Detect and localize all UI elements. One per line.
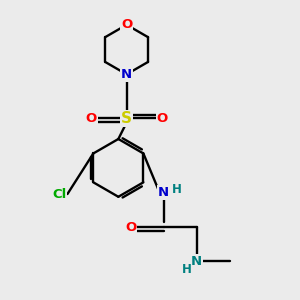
Text: O: O [85,112,97,125]
Text: H: H [182,263,191,276]
Text: N: N [191,255,202,268]
Text: O: O [121,18,132,31]
Text: N: N [158,186,169,199]
Text: Cl: Cl [52,188,66,200]
Text: O: O [157,112,168,125]
Text: S: S [121,111,132,126]
Text: N: N [121,68,132,81]
Text: H: H [172,183,182,196]
Text: O: O [125,220,136,234]
